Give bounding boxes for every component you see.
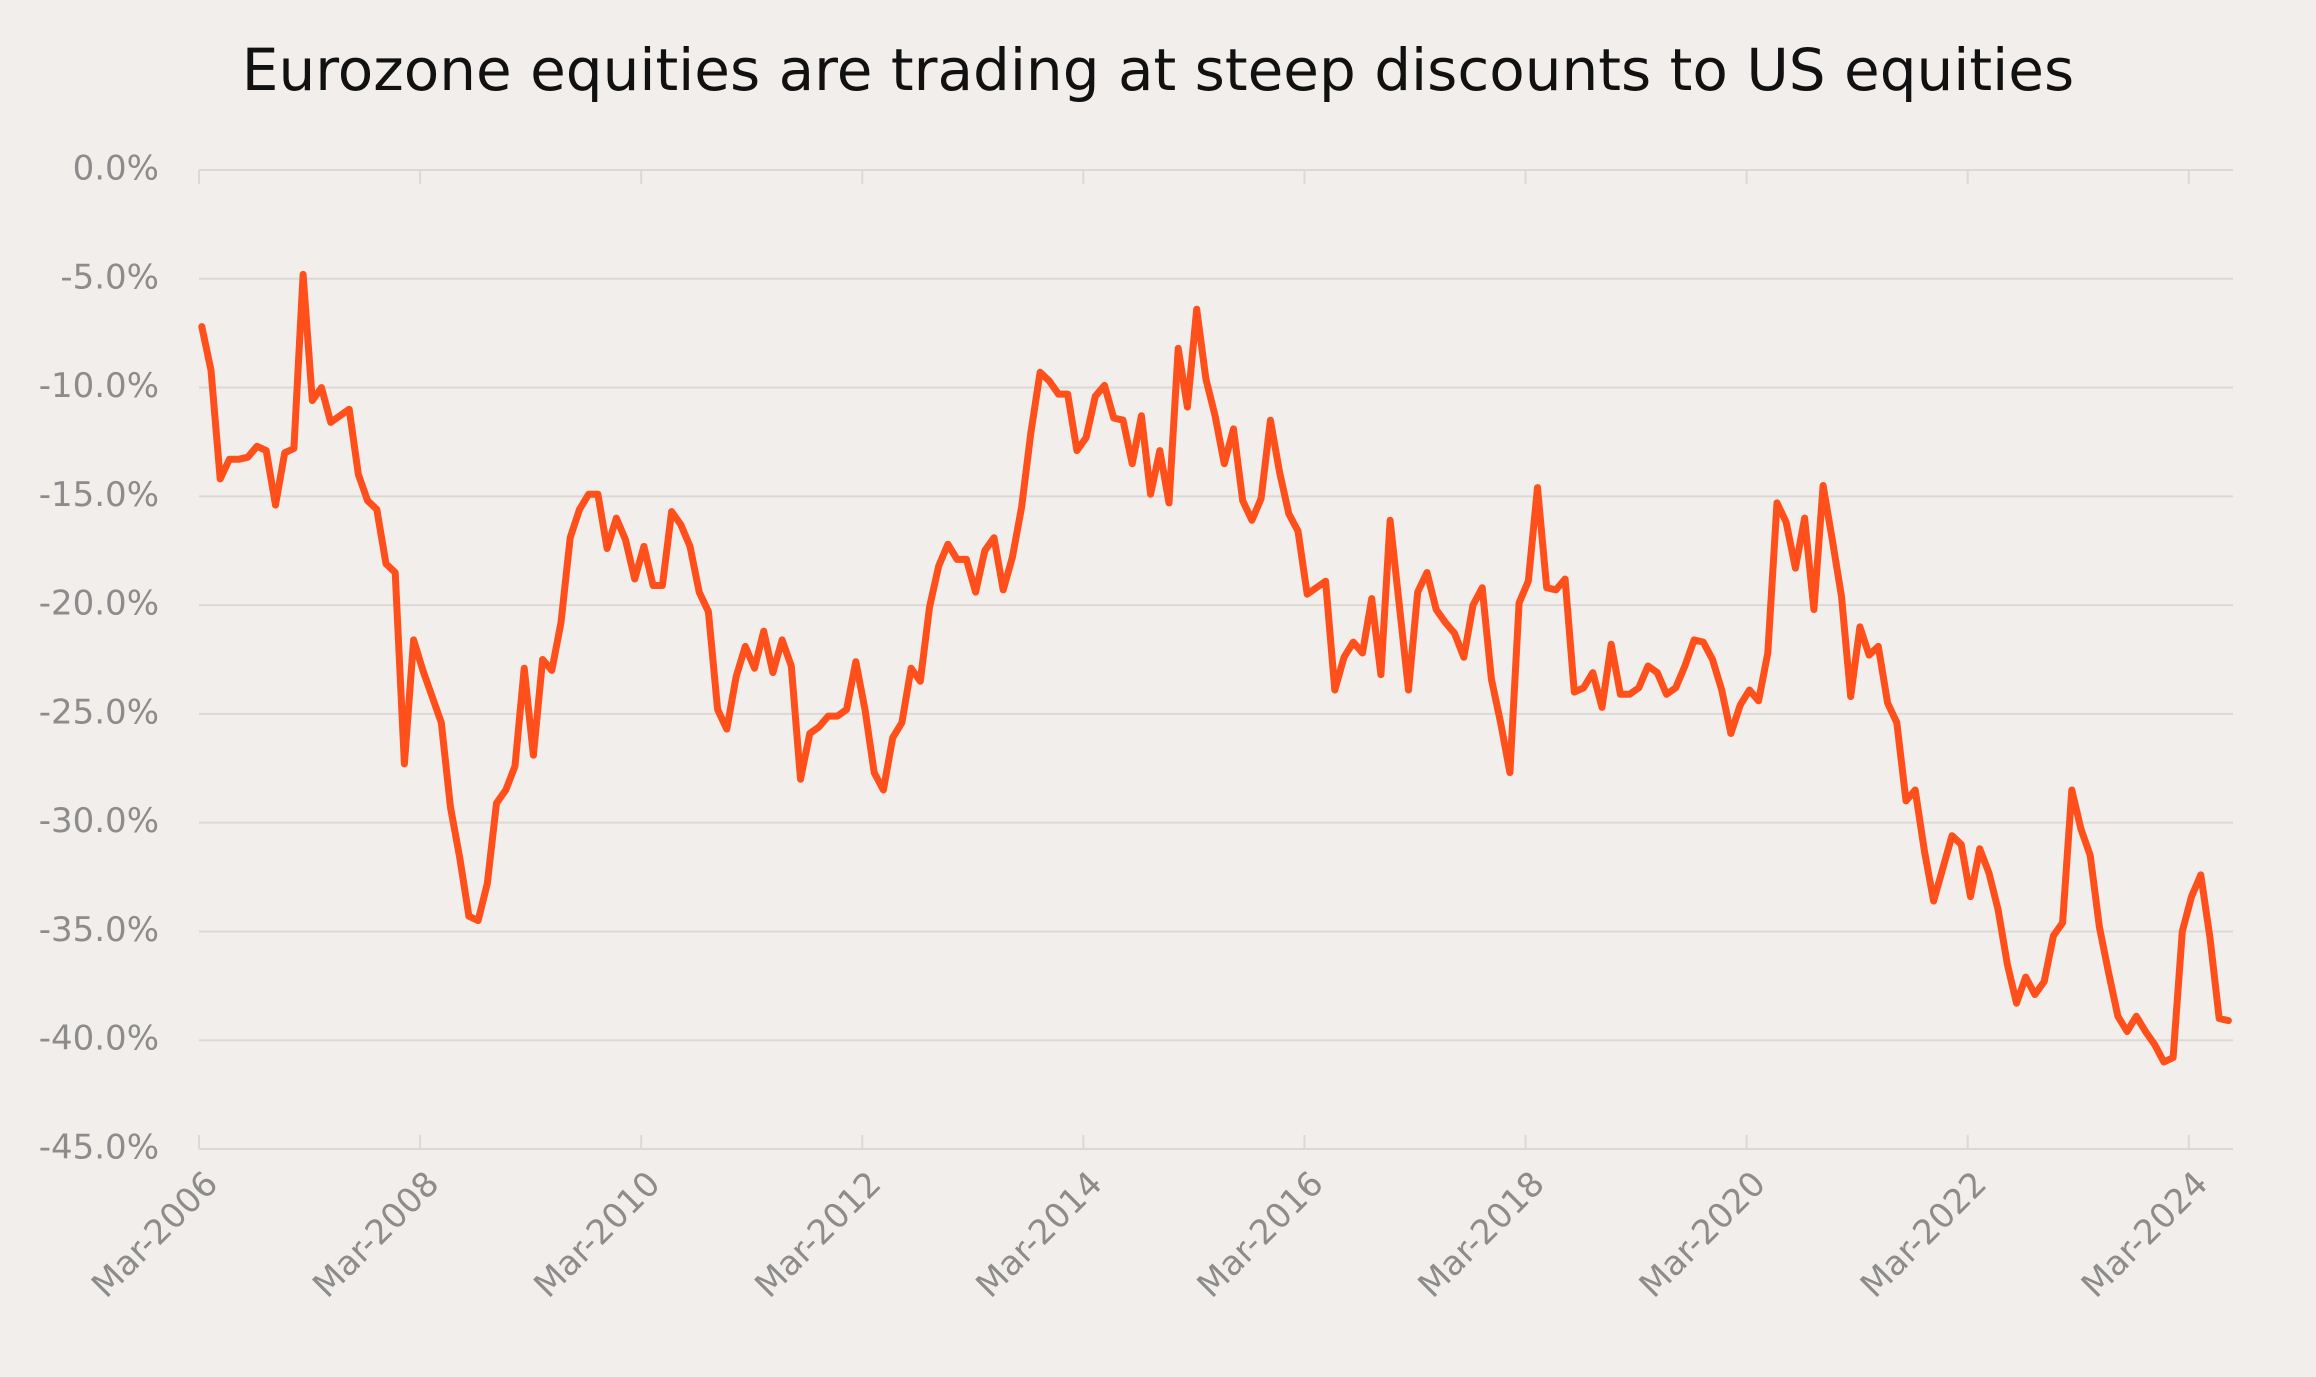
y-tick-label: -30.0% [39, 801, 159, 841]
y-tick-label: -10.0% [39, 366, 159, 406]
y-tick-label: -15.0% [39, 475, 159, 515]
chart-title: Eurozone equities are trading at steep d… [242, 36, 2074, 104]
y-tick-label: -35.0% [39, 910, 159, 950]
y-tick-label: -5.0% [60, 257, 159, 297]
y-tick-label: 0.0% [73, 149, 159, 189]
y-tick-label: -40.0% [39, 1019, 159, 1059]
data-line [198, 270, 2232, 1066]
y-tick-label: -20.0% [39, 584, 159, 624]
y-tick-label: -45.0% [39, 1128, 159, 1168]
y-tick-label: -25.0% [39, 692, 159, 732]
